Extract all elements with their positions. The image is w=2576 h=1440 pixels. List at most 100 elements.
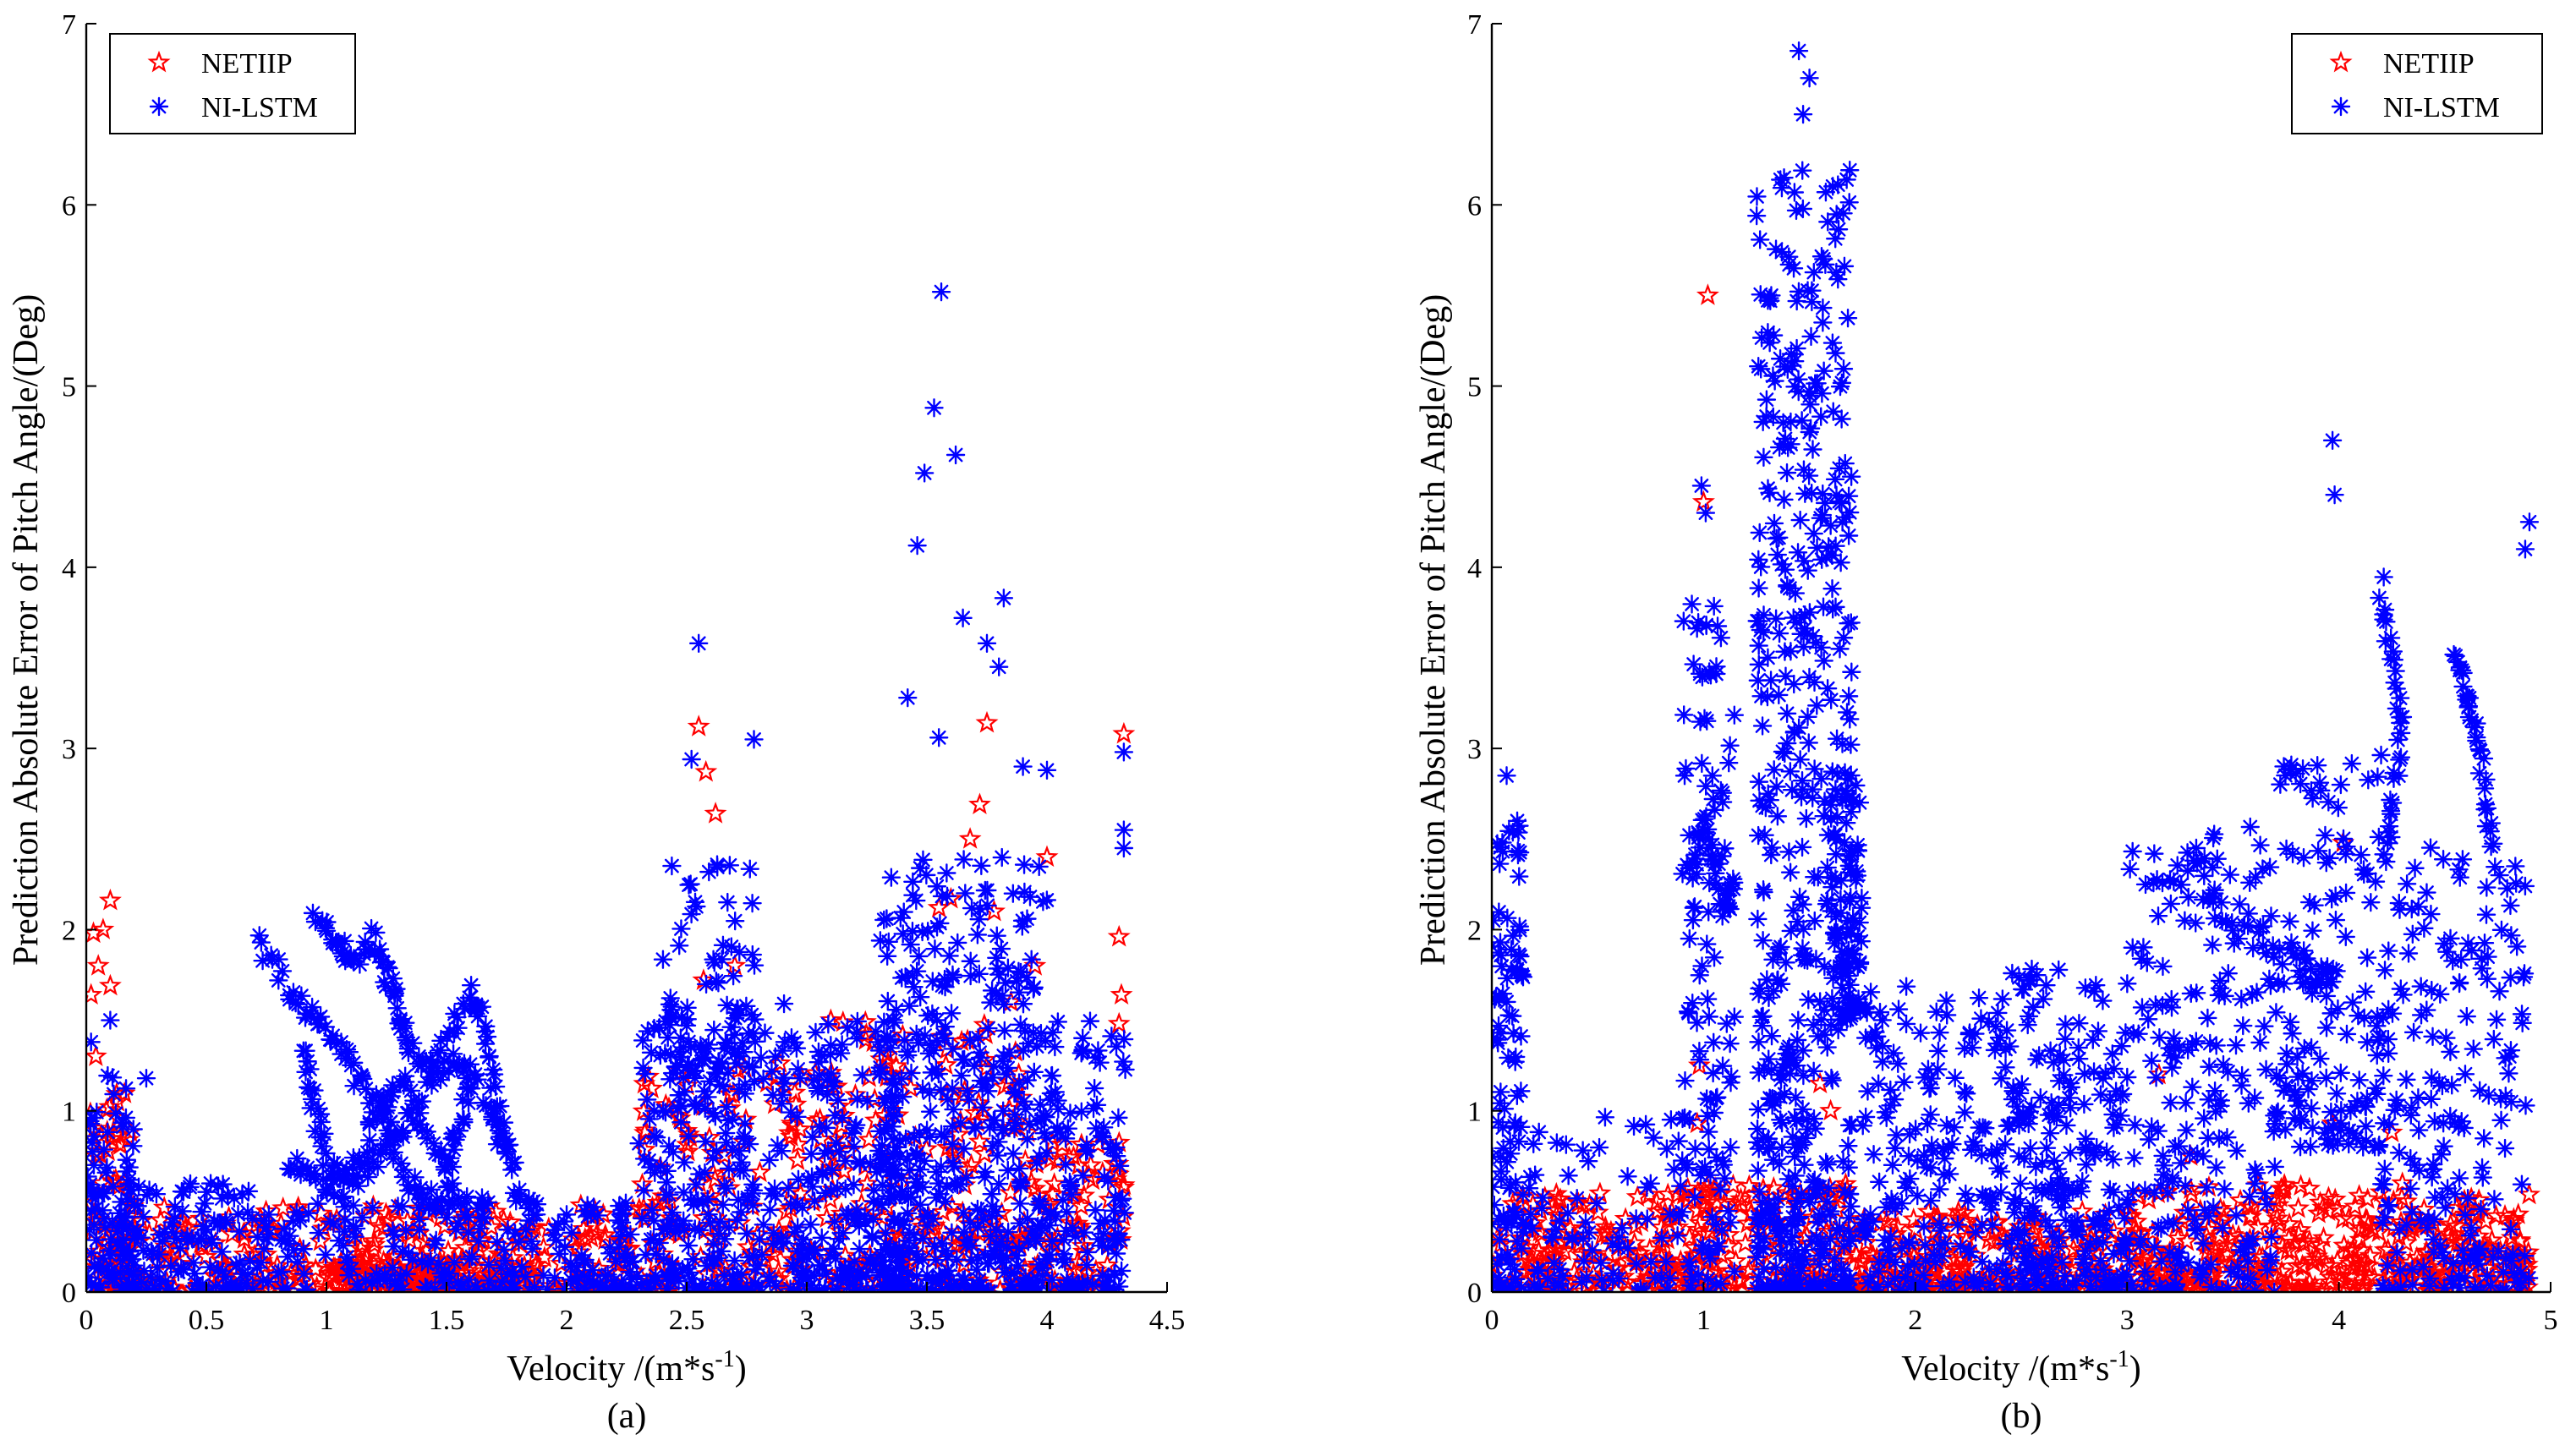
ni-lstm-point <box>386 979 406 999</box>
ni-lstm-point <box>1009 1238 1029 1258</box>
ni-lstm-point <box>1839 687 1859 706</box>
ni-lstm-point <box>689 1220 710 1240</box>
netiip-point <box>2246 1173 2270 1196</box>
ni-lstm-point <box>1939 1272 1959 1291</box>
ni-lstm-point <box>1492 911 1504 930</box>
ni-lstm-point <box>375 977 396 996</box>
ni-lstm-point <box>1833 1261 1854 1281</box>
ni-lstm-point <box>1062 1280 1082 1292</box>
ni-lstm-point <box>845 1209 865 1229</box>
ni-lstm-point <box>208 1176 228 1196</box>
ni-lstm-point <box>548 1214 568 1234</box>
ni-lstm-point <box>1787 291 1806 311</box>
ni-lstm-point <box>1933 1138 1953 1158</box>
ni-lstm-point <box>415 1277 436 1292</box>
ni-lstm-point <box>1779 842 1799 862</box>
ni-lstm-point <box>980 1118 1000 1137</box>
ni-lstm-point <box>641 1158 660 1177</box>
ni-lstm-point <box>454 1054 474 1073</box>
ni-lstm-point <box>749 1229 770 1249</box>
ni-lstm-point <box>1492 1016 1509 1036</box>
ni-lstm-point <box>93 1201 112 1220</box>
netiip-point <box>2315 1279 2338 1292</box>
ni-lstm-point <box>1811 247 1832 266</box>
ni-lstm-point <box>1765 371 1784 391</box>
ni-lstm-point <box>973 1209 994 1229</box>
ni-lstm-point <box>1791 624 1811 643</box>
ni-lstm-point <box>356 1079 376 1098</box>
ni-lstm-point <box>1863 1212 1883 1232</box>
ni-lstm-point <box>1764 513 1784 534</box>
ni-lstm-point <box>1841 1231 1861 1251</box>
ni-lstm-point <box>150 1269 169 1289</box>
ni-lstm-point <box>942 1079 962 1098</box>
ni-lstm-point <box>1700 1249 1720 1268</box>
ni-lstm-point <box>1841 923 1861 944</box>
netiip-point <box>508 1231 532 1253</box>
netiip-point <box>2308 1233 2332 1255</box>
ni-lstm-point <box>1102 1027 1121 1046</box>
ni-lstm-point <box>248 1227 267 1247</box>
ni-lstm-point <box>925 939 945 959</box>
ni-lstm-point <box>1030 1147 1050 1166</box>
ni-lstm-point <box>1817 895 1837 914</box>
ni-lstm-point <box>1805 1170 1824 1190</box>
ni-lstm-point <box>956 1235 976 1256</box>
ni-lstm-point <box>978 1081 998 1101</box>
ni-lstm-point <box>359 1093 380 1113</box>
ni-lstm-point <box>1624 1116 1644 1136</box>
netiip-point <box>934 1053 957 1076</box>
ni-lstm-point <box>1839 526 1859 545</box>
ni-lstm-point <box>386 1125 405 1144</box>
ni-lstm-point <box>95 1209 114 1229</box>
ni-lstm-point <box>720 856 740 875</box>
ni-lstm-point <box>678 1055 698 1075</box>
ni-lstm-point <box>1721 1137 1740 1158</box>
ni-lstm-point <box>112 1192 131 1212</box>
ni-lstm-point <box>1063 1218 1082 1238</box>
ni-lstm-point <box>431 1191 452 1210</box>
ni-lstm-point <box>1804 523 1823 544</box>
ni-lstm-point <box>1822 1068 1841 1088</box>
netiip-point <box>2436 1222 2460 1245</box>
ni-lstm-point <box>102 1213 122 1233</box>
ni-lstm-point <box>435 1051 454 1070</box>
ni-lstm-point <box>461 975 481 995</box>
ni-lstm-point <box>1799 733 1818 753</box>
ni-lstm-point <box>1786 200 1806 221</box>
ni-lstm-point <box>718 892 737 912</box>
ni-lstm-point <box>801 1276 821 1292</box>
ni-lstm-point <box>1935 1234 1954 1253</box>
ni-lstm-point <box>881 1166 901 1186</box>
ni-lstm-point <box>929 728 949 747</box>
netiip-point <box>2277 1212 2301 1235</box>
ni-lstm-point <box>359 1112 380 1132</box>
ni-lstm-point <box>255 1211 274 1230</box>
ni-lstm-point <box>1780 862 1800 882</box>
ni-lstm-point <box>1114 1029 1134 1049</box>
ni-lstm-point <box>1762 845 1781 865</box>
ni-lstm-point <box>1072 1273 1093 1292</box>
ni-lstm-point <box>926 1251 945 1270</box>
ni-lstm-point <box>1697 1106 1718 1126</box>
ni-lstm-point <box>1820 1204 1840 1224</box>
ni-lstm-point <box>1009 1073 1029 1092</box>
ni-lstm-point <box>895 1031 914 1050</box>
ni-lstm-point <box>1835 1271 1855 1290</box>
netiip-point <box>1107 1011 1131 1034</box>
netiip-point <box>1649 1243 1673 1266</box>
ni-lstm-point <box>2011 1262 2031 1282</box>
ni-lstm-point <box>806 1022 825 1043</box>
ni-lstm-point <box>1000 1043 1019 1062</box>
ni-lstm-point <box>1933 1276 1953 1292</box>
ni-lstm-point <box>1680 825 1699 846</box>
ni-lstm-point <box>1027 1153 1047 1173</box>
ni-lstm-point <box>909 946 929 966</box>
netiip-point <box>91 917 115 939</box>
ni-lstm-point <box>1074 1223 1094 1242</box>
ni-lstm-point <box>1921 1158 1941 1178</box>
ni-lstm-point <box>1804 1271 1824 1291</box>
ni-lstm-point <box>1800 1273 1819 1292</box>
ni-lstm-point <box>788 1169 808 1189</box>
ni-lstm-point <box>486 1280 506 1292</box>
